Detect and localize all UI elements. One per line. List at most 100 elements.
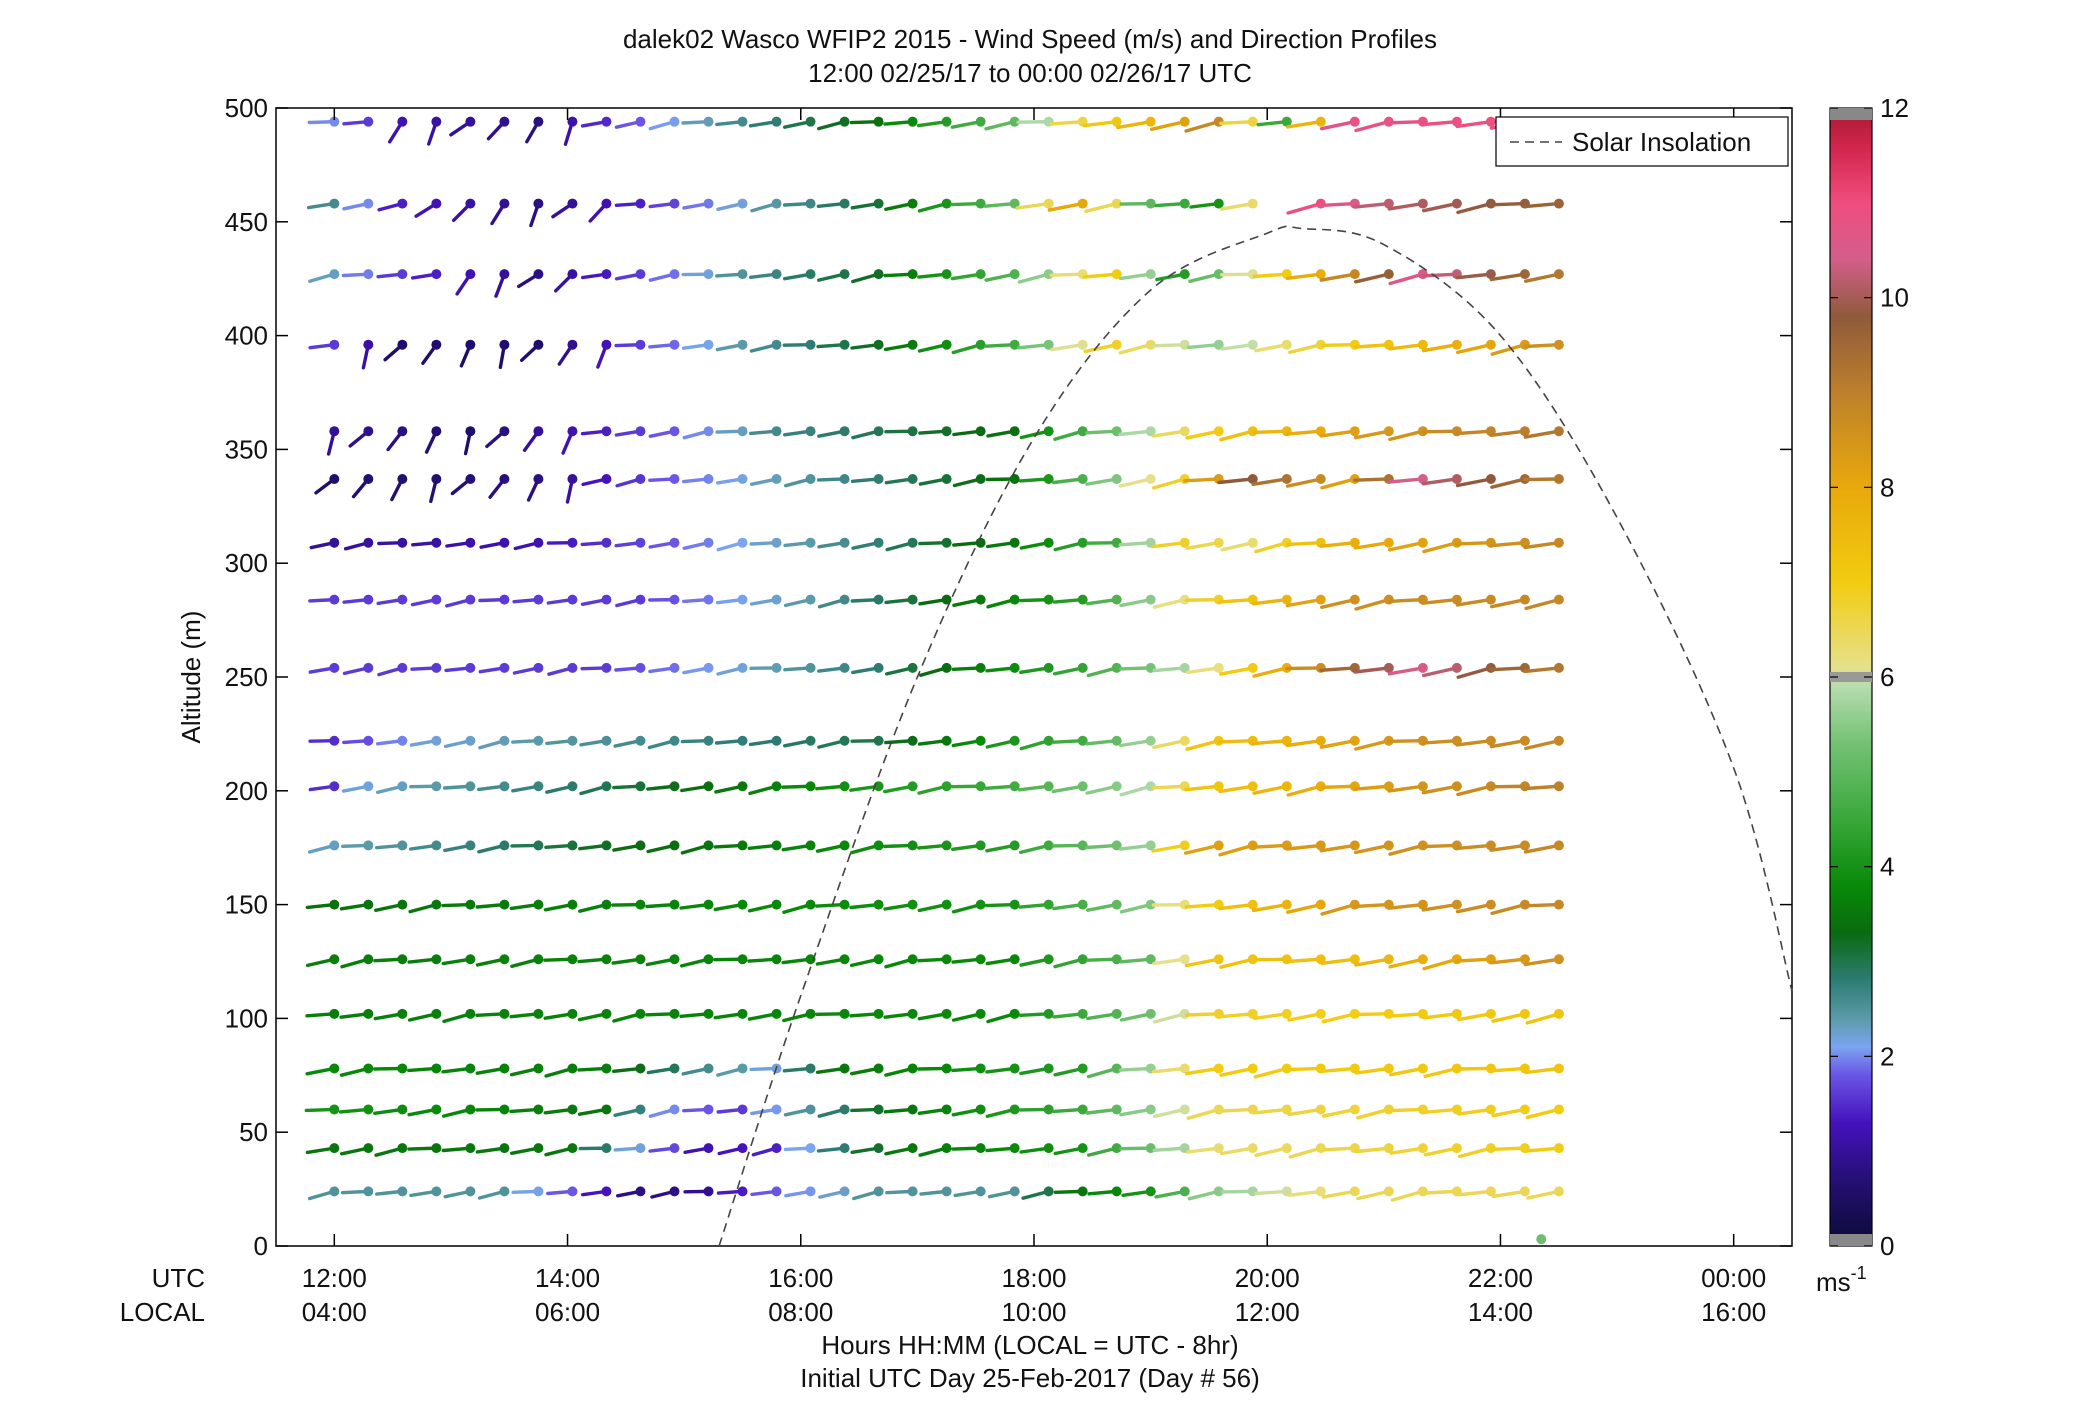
wind-barb-station: [1179, 594, 1190, 605]
wind-barb-station: [669, 339, 680, 350]
wind-barb-station: [907, 662, 918, 673]
wind-barb-station: [1383, 954, 1394, 965]
wind-barb-station: [329, 116, 340, 127]
wind-barb-tail: [1388, 343, 1425, 351]
wind-barb-tail: [1353, 902, 1391, 909]
wind-barb-tail: [1152, 957, 1187, 966]
wind-barb-station: [1145, 1104, 1156, 1115]
colorbar-tick-label: 12: [1880, 93, 1909, 123]
wind-barb-tail: [1489, 843, 1527, 852]
colorbar-threshold-band: [1830, 672, 1872, 682]
wind-barb-station: [771, 662, 782, 673]
wind-barb-station: [839, 594, 850, 605]
wind-barb-tail: [1387, 201, 1425, 211]
wind-barb-station: [1519, 426, 1530, 437]
wind-barb-station: [363, 594, 374, 605]
wind-barb-station: [1145, 735, 1156, 746]
wind-barb-station: [431, 1143, 442, 1154]
wind-barb-tail: [1219, 201, 1255, 211]
wind-barb-station: [397, 1104, 408, 1115]
wind-barb-station: [941, 1104, 952, 1115]
wind-barb-tail: [1353, 843, 1391, 855]
wind-barb-station: [635, 269, 646, 280]
wind-barb-tail: [1152, 477, 1187, 490]
wind-barb-tail: [1219, 429, 1255, 442]
wind-barb-station: [1077, 899, 1088, 910]
wind-barb-station: [397, 426, 408, 437]
wind-barb-tail: [1455, 843, 1493, 851]
wind-barb-station: [1043, 1186, 1054, 1197]
wind-barb-tail: [1388, 429, 1425, 442]
wind-barb-station: [975, 537, 986, 548]
wind-barb-station: [1315, 840, 1326, 851]
wind-barb-station: [771, 1008, 782, 1019]
wind-barb-tail: [1186, 1107, 1221, 1120]
wind-barb-tail: [1286, 1066, 1323, 1072]
wind-barb-tail: [1253, 1066, 1289, 1079]
wind-barb-tail: [1151, 429, 1187, 438]
wind-barb-tail: [1217, 739, 1255, 744]
wind-barb-tail: [1457, 1146, 1493, 1159]
wind-barb-station: [1281, 116, 1292, 127]
wind-barb-station: [1417, 473, 1428, 484]
wind-barb-tail: [1152, 597, 1187, 609]
wind-barb-station: [941, 662, 952, 673]
wind-barb-station: [499, 954, 510, 965]
wind-barb-tail: [1047, 201, 1085, 212]
wind-barb-station: [1349, 954, 1360, 965]
wind-barb-tail: [1151, 902, 1187, 907]
wind-barb-station: [567, 1186, 578, 1197]
wind-barb-station: [465, 1143, 476, 1154]
wind-barb-tail: [1354, 343, 1391, 349]
wind-barb-tail: [1251, 477, 1289, 486]
wind-barb-station: [805, 339, 816, 350]
wind-barb-station: [941, 1143, 952, 1154]
wind-barb-station: [363, 735, 374, 746]
wind-barb-station: [1536, 1234, 1547, 1245]
wind-barb-station: [941, 426, 952, 437]
wind-barb-station: [1043, 954, 1054, 965]
wind-barb-station: [771, 339, 782, 350]
wind-barb-tail: [1355, 1146, 1391, 1154]
wind-barb-station: [635, 339, 646, 350]
wind-barb-tail: [1455, 541, 1493, 546]
wind-barb-station: [635, 954, 646, 965]
wind-barb-station: [1281, 899, 1292, 910]
wind-barb-tail: [1118, 739, 1153, 748]
utc-tick-label: 22:00: [1468, 1263, 1533, 1293]
wind-barb-tail: [1422, 1012, 1459, 1020]
utc-tick-label: 20:00: [1235, 1263, 1300, 1293]
wind-barb-station: [601, 198, 612, 209]
wind-barb-station: [1553, 594, 1564, 605]
wind-barb-station: [1077, 1104, 1088, 1115]
wind-barb-station: [1145, 473, 1156, 484]
wind-barb-station: [431, 899, 442, 910]
wind-barb-station: [329, 594, 340, 605]
wind-barb-station: [533, 1186, 544, 1197]
wind-barb-station: [1485, 1008, 1496, 1019]
wind-barb-station: [1451, 781, 1462, 792]
wind-barb-tail: [1353, 272, 1391, 284]
wind-barb-tail: [1456, 1012, 1493, 1022]
wind-barb-tail: [1252, 272, 1289, 279]
legend-label-solar-insolation: Solar Insolation: [1572, 127, 1751, 157]
wind-barb-tail: [1319, 272, 1357, 282]
wind-barb-tail: [1320, 902, 1357, 916]
wind-barb-station: [1553, 426, 1564, 437]
wind-barb-station: [805, 537, 816, 548]
wind-barb-tail: [1285, 843, 1323, 851]
wind-barb-station: [329, 899, 340, 910]
wind-barb-station: [329, 840, 340, 851]
wind-barb-station: [533, 954, 544, 965]
local-tick-label: 04:00: [302, 1297, 367, 1327]
wind-barb-station: [771, 954, 782, 965]
wind-barb-station: [1417, 339, 1428, 350]
wind-barb-station: [635, 1143, 646, 1154]
wind-barb-station: [1009, 1008, 1020, 1019]
wind-barb-station: [669, 840, 680, 851]
wind-barb-station: [703, 1186, 714, 1197]
wind-barb-station: [1111, 1143, 1122, 1154]
wind-barb-station: [567, 899, 578, 910]
wind-barb-station: [771, 426, 782, 437]
wind-barb-station: [1111, 339, 1122, 350]
